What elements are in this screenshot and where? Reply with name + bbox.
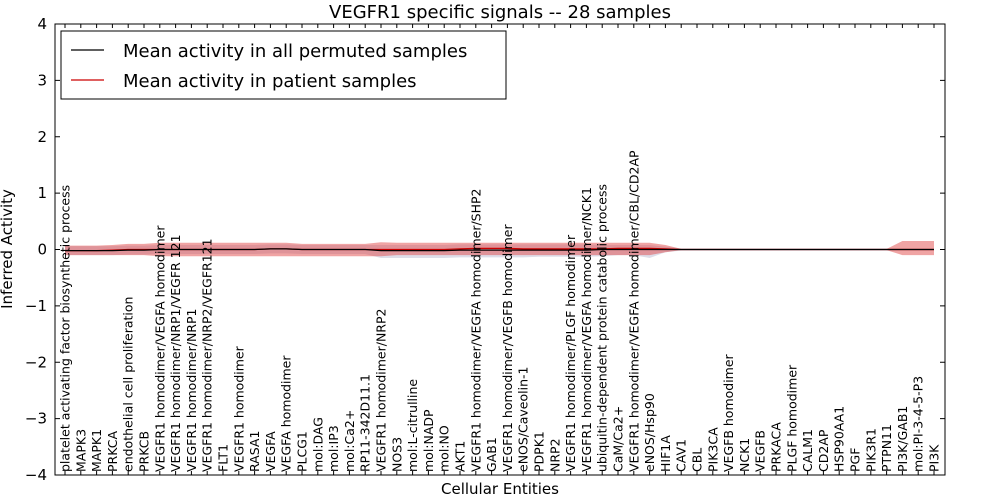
category-label: CD2AP	[816, 429, 831, 472]
category-label: VEGFR1 homodimer/PLGF homodimer	[563, 234, 578, 472]
legend-label-patient: Mean activity in patient samples	[123, 71, 417, 92]
category-label: endothelial cell proliferation	[121, 297, 136, 472]
category-label: PGF	[848, 448, 863, 472]
category-label: VEGFR1 homodimer/NRP1/VEGFR 121	[168, 234, 183, 472]
category-label: NRP2	[547, 438, 562, 472]
category-label: VEGFR1 homodimer	[231, 345, 246, 472]
category-label: PRKACA	[769, 422, 784, 472]
category-label: GAB1	[484, 437, 499, 472]
category-label: NOS3	[389, 437, 404, 472]
category-label: PIK3CA	[705, 427, 720, 472]
category-label: PDPK1	[532, 431, 547, 472]
category-label: mol:PI-3-4-5-P3	[911, 376, 926, 472]
y-tick-label: 2	[37, 128, 47, 146]
category-label: VEGFR1 homodimer/NRP1	[184, 309, 199, 472]
category-label: PI3K	[927, 444, 942, 472]
category-label: PI3K/GAB1	[895, 406, 910, 472]
category-label: VEGFR1 homodimer/VEGFA homodimer/NCK1	[579, 187, 594, 472]
y-tick-label: −4	[25, 466, 47, 484]
legend: Mean activity in all permuted samples Me…	[60, 30, 507, 100]
category-label: eNOS/Caveolin-1	[516, 367, 531, 472]
x-axis-ticks	[64, 24, 935, 475]
y-tick-label: 3	[37, 71, 47, 89]
category-label: HSP90AA1	[832, 406, 847, 472]
category-label: FLT1	[216, 444, 231, 472]
category-label: CaM/Ca2+	[611, 406, 626, 472]
series-lines	[65, 247, 934, 252]
category-label: CALM1	[800, 429, 815, 472]
category-label: PRKCB	[137, 431, 152, 472]
category-label: VEGFB homodimer	[721, 353, 736, 472]
y-tick-label: −3	[25, 410, 47, 428]
category-label: RP11-342D11.1	[358, 374, 373, 472]
category-label: NCK1	[737, 438, 752, 472]
category-label: VEGFB	[753, 430, 768, 472]
category-label: PTPN11	[879, 424, 894, 472]
y-tick-label: −2	[25, 353, 47, 371]
category-label: PLCG1	[295, 431, 310, 472]
category-label: PLGF homodimer	[784, 364, 799, 472]
category-label: VEGFA homodimer	[279, 355, 294, 472]
category-label: VEGFR1 homodimer/VEGFA homodimer/SHP2	[468, 188, 483, 472]
y-tick-label: 0	[37, 241, 47, 259]
y-axis-label: Inferred Activity	[0, 189, 16, 309]
category-label: platelet activating factor biosynthetic …	[58, 185, 73, 472]
category-label: CAV1	[674, 439, 689, 472]
category-label: ubiquitin-dependent protein catabolic pr…	[595, 184, 610, 472]
category-label: mol:Ca2+	[342, 410, 357, 472]
x-axis-label: Cellular Entities	[441, 480, 559, 498]
category-label: RASA1	[247, 431, 262, 472]
category-label: VEGFR1 homodimer/VEGFA homodimer/CBL/CD2…	[626, 150, 641, 472]
category-label: mol:L-citrulline	[405, 379, 420, 472]
category-label: HIF1A	[658, 435, 673, 472]
category-label: CBL	[690, 448, 705, 472]
category-label: PRKCA	[105, 431, 120, 472]
y-tick-label: −1	[25, 297, 47, 315]
category-labels: platelet activating factor biosynthetic …	[58, 150, 942, 472]
category-label: mol:NADP	[421, 409, 436, 472]
y-axis-ticks: −4 −3 −2 −1 0 1 2 3 4	[25, 15, 945, 484]
chart-title: VEGFR1 specific signals -- 28 samples	[329, 2, 671, 23]
category-label: AKT1	[453, 441, 468, 472]
legend-label-permuted: Mean activity in all permuted samples	[123, 41, 467, 62]
category-label: MAPK3	[73, 429, 88, 472]
category-label: VEGFR1 homodimer/VEGFB homodimer	[500, 224, 515, 472]
category-label: VEGFR1 homodimer/NRP2	[374, 309, 389, 472]
y-tick-label: 1	[37, 184, 47, 202]
series-line-permuted	[65, 248, 934, 252]
legend-box	[60, 30, 507, 100]
category-label: VEGFA	[263, 431, 278, 472]
category-label: VEGFR1 homodimer/VEGFA homodimer	[152, 225, 167, 472]
category-label: mol:NO	[437, 425, 452, 472]
category-label: mol:DAG	[310, 417, 325, 472]
category-label: MAPK1	[89, 429, 104, 472]
y-tick-label: 4	[37, 15, 47, 33]
category-label: eNOS/Hsp90	[642, 393, 657, 472]
category-label: VEGFR1 homodimer/NRP2/VEGFR121	[200, 238, 215, 472]
category-label: mol:IP3	[326, 425, 341, 472]
category-label: PIK3R1	[863, 428, 878, 472]
